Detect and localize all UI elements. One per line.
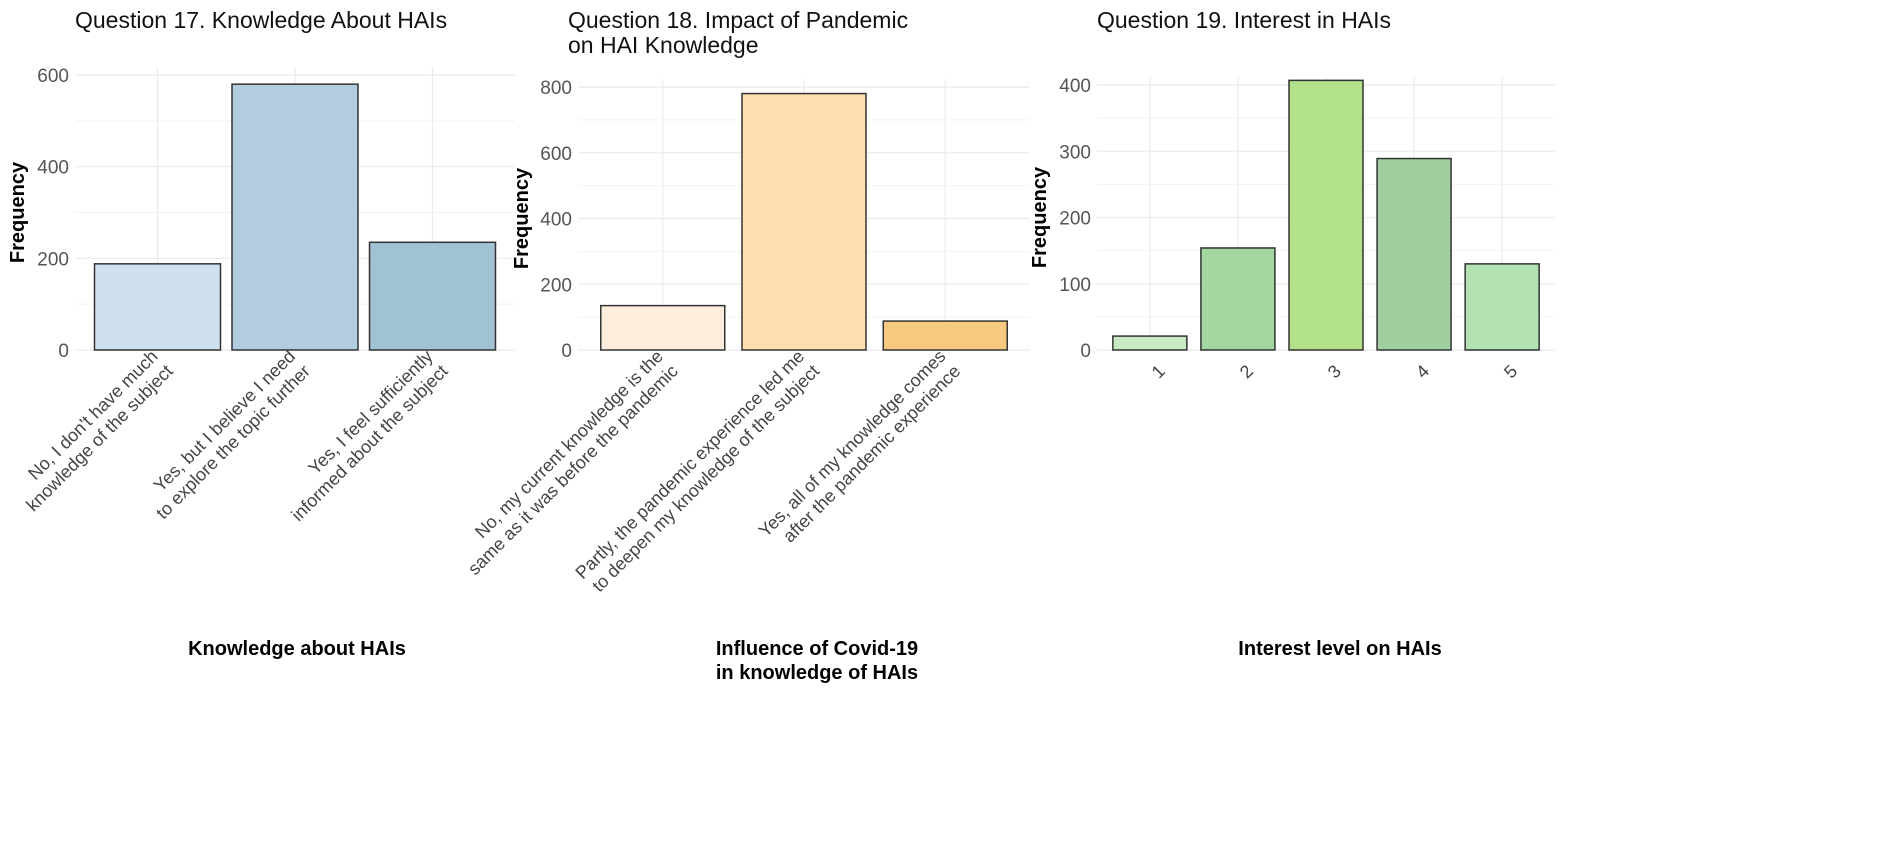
bar (1112, 335, 1188, 351)
y-tick-label: 300 (1059, 142, 1091, 163)
y-tick-label: 600 (37, 66, 69, 87)
x-tick-label: No, I don't have muchknowledge of the su… (7, 346, 176, 515)
x-tick-label-line: No, I don't have much (24, 346, 162, 484)
x-tick-label-line: to explore the topic further (152, 361, 314, 523)
y-tick-label: 0 (1080, 341, 1091, 362)
bar (1288, 79, 1364, 351)
chart-title: Question 19. Interest in HAIs (1097, 7, 1391, 33)
x-tick-label-line: Yes, I feel sufficiently (304, 346, 436, 478)
y-tick-label: 100 (1059, 275, 1091, 296)
y-tick-label: 0 (561, 341, 572, 362)
x-tick-label-line: Partly, the pandemic experience led me (571, 346, 808, 583)
chart-title: on HAI Knowledge (568, 32, 759, 58)
chart-title: Question 18. Impact of Pandemic (568, 7, 908, 33)
y-tick-label: 600 (540, 144, 572, 165)
y-tick-label: 400 (540, 210, 572, 231)
bar (1200, 247, 1276, 351)
x-tick-label: Partly, the pandemic experience led meto… (571, 346, 823, 598)
bar (231, 83, 359, 351)
y-tick-label: 400 (37, 158, 69, 179)
y-tick-label: 800 (540, 78, 572, 99)
x-tick-label-line: Yes, but I believe I need (150, 346, 300, 496)
bar (1376, 157, 1452, 351)
bar (882, 320, 1008, 351)
x-axis-title: Interest level on HAIs (1238, 638, 1441, 660)
x-tick-label-line: 2 (1236, 361, 1257, 382)
x-tick-label-line: 3 (1324, 361, 1345, 382)
y-axis-title: Frequency (511, 167, 533, 269)
x-axis-title: Knowledge about HAIs (188, 638, 406, 660)
y-tick-label: 200 (37, 249, 69, 270)
bar (741, 92, 867, 351)
y-axis-title: Frequency (7, 161, 29, 263)
x-tick-label-line: 5 (1500, 361, 1521, 382)
x-tick-label-line: 4 (1412, 361, 1433, 382)
bar (93, 263, 222, 351)
y-axis-title: Frequency (1029, 166, 1051, 268)
x-tick-label-line: 1 (1148, 361, 1169, 382)
chart-panel-17: 0 200 400 600 No, I don't have muchknowledge… (7, 7, 515, 660)
x-tick-label: 2 (1236, 361, 1257, 382)
x-tick-label: 5 (1500, 361, 1521, 382)
y-tick-label: 200 (540, 275, 572, 296)
y-tick-label: 200 (1059, 209, 1091, 230)
x-tick-label-line: knowledge of the subject (22, 361, 176, 515)
bar (600, 304, 726, 351)
x-axis-title: in knowledge of HAIs (716, 662, 918, 684)
x-axis-title: Influence of Covid-19 (716, 638, 918, 660)
chart-title: Question 17. Knowledge About HAIs (75, 7, 447, 33)
bar (1464, 263, 1540, 351)
x-tick-label-line: informed about the subject (287, 361, 451, 525)
chart-panel-19: 0 100 200 300 400 1 2 3 4 5 Question 19. Interest … (1029, 7, 1555, 660)
y-tick-label: 400 (1059, 76, 1091, 97)
x-tick-label: 4 (1412, 361, 1433, 382)
y-tick-label: 0 (58, 341, 69, 362)
x-tick-label: 3 (1324, 361, 1345, 382)
bar (368, 241, 497, 351)
x-tick-label: 1 (1148, 361, 1169, 382)
